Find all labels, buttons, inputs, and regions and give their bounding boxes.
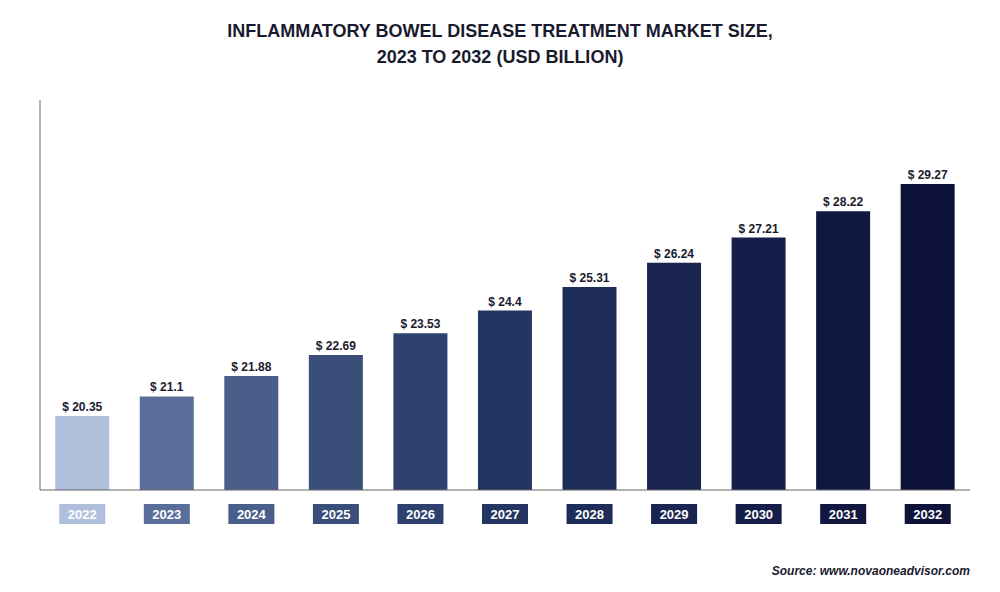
svg-text:$ 20.35: $ 20.35	[62, 400, 102, 414]
svg-text:2028: 2028	[575, 507, 604, 522]
html-text:INFLAMMATORY BOWEL DISEASE TRE: INFLAMMATORY BOWEL DISEASE TREATMENT MAR…	[227, 21, 773, 41]
svg-text:$ 21.1: $ 21.1	[150, 380, 184, 394]
svg-text:$ 29.27: $ 29.27	[908, 168, 948, 182]
svg-text:2029: 2029	[660, 507, 689, 522]
svg-text:$ 28.22: $ 28.22	[823, 195, 863, 209]
html-text:2023 TO 2032 (USD BILLION): 2023 TO 2032 (USD BILLION)	[376, 47, 624, 67]
svg-text:2030: 2030	[744, 507, 773, 522]
svg-text:$ 24.4: $ 24.4	[488, 295, 522, 309]
svg-text:2027: 2027	[491, 507, 520, 522]
svg-text:2022: 2022	[68, 507, 97, 522]
svg-text:$ 27.21: $ 27.21	[739, 222, 779, 236]
html-text:Source: www.novaoneadvisor.com: Source: www.novaoneadvisor.com	[771, 564, 970, 578]
svg-text:$ 26.24: $ 26.24	[654, 247, 694, 261]
svg-text:2024: 2024	[237, 507, 267, 522]
svg-text:2023: 2023	[152, 507, 181, 522]
svg-text:$ 23.53: $ 23.53	[400, 317, 440, 331]
svg-text:2026: 2026	[406, 507, 435, 522]
svg-text:2031: 2031	[829, 507, 858, 522]
svg-text:$ 21.88: $ 21.88	[231, 360, 271, 374]
svg-text:$ 22.69: $ 22.69	[316, 339, 356, 353]
svg-text:2032: 2032	[913, 507, 942, 522]
svg-text:$ 25.31: $ 25.31	[569, 271, 609, 285]
svg-text:2025: 2025	[321, 507, 350, 522]
